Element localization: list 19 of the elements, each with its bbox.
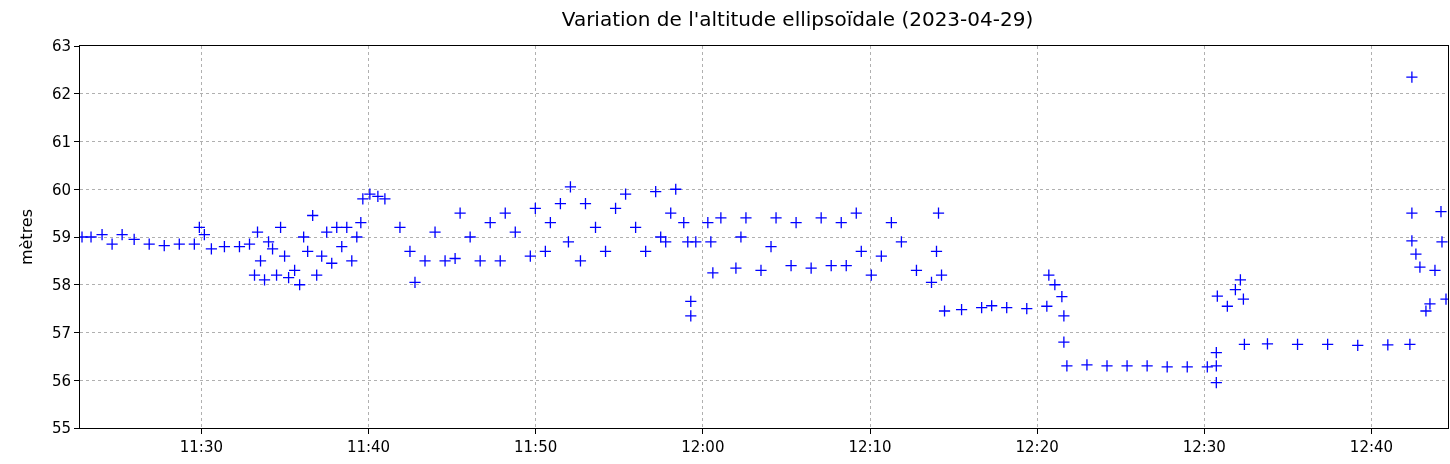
y-axis-title: mètres [16, 208, 36, 266]
x-tick-label: 11:50 [514, 438, 558, 456]
x-tick-label: 12:00 [681, 438, 725, 456]
x-tick-label: 12:10 [848, 438, 892, 456]
y-tick-label: 58 [51, 276, 71, 294]
chart-title: Variation de l'altitude ellipsoïdale (2023-04-29) [561, 6, 1034, 31]
y-tick-label: 61 [51, 132, 71, 151]
y-tick-label: 63 [51, 37, 71, 56]
y-tick-label: 62 [51, 85, 71, 103]
y-tick-label: 59 [51, 228, 71, 247]
y-tick-label: 60 [51, 180, 71, 199]
y-tick-label: 55 [51, 419, 71, 438]
y-tick-label: 57 [51, 323, 71, 342]
x-tick-label: 12:30 [1182, 438, 1226, 456]
y-tick-label: 56 [51, 371, 71, 390]
x-tick-label: 11:40 [346, 438, 391, 456]
x-tick-label: 12:20 [1015, 438, 1059, 456]
x-tick-label: 12:40 [1349, 438, 1394, 456]
x-tick-label: 11:30 [179, 438, 223, 456]
